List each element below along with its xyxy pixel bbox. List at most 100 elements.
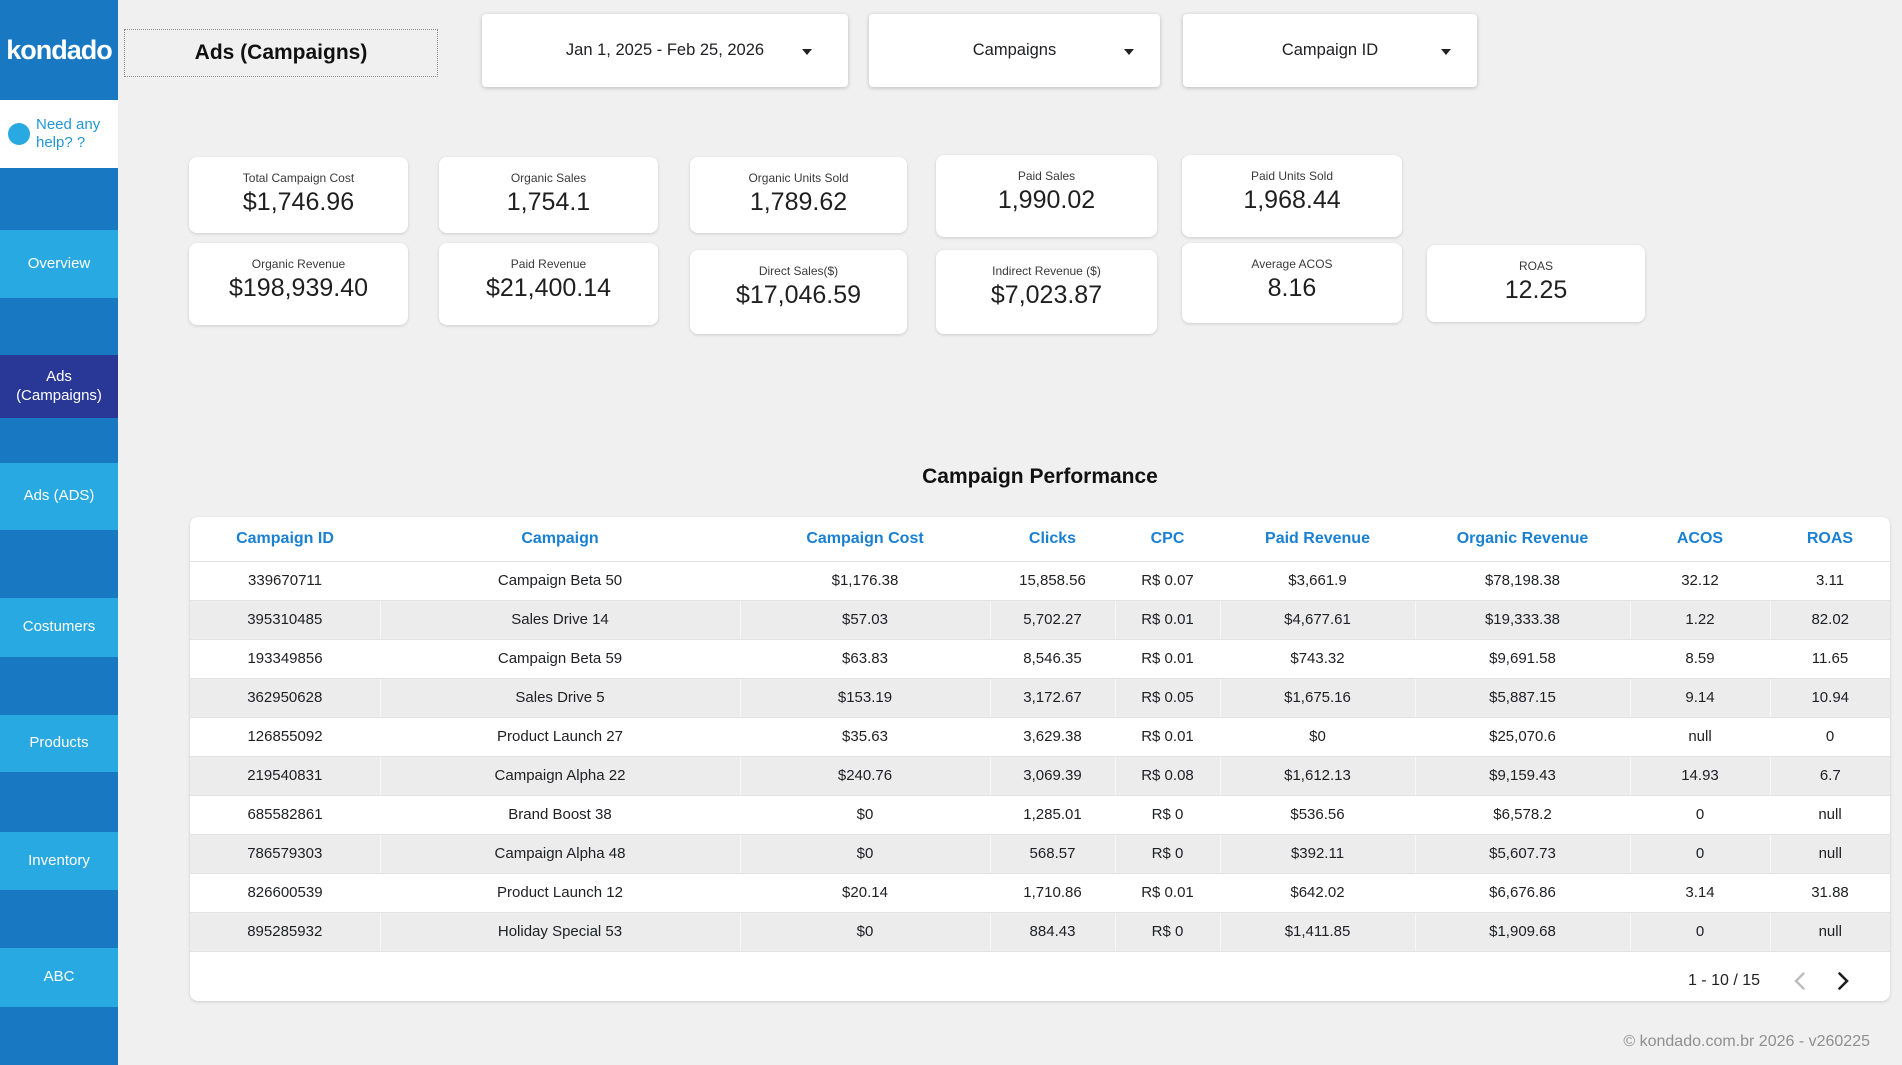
kpi-indirect-revenue: Indirect Revenue ($)$7,023.87 bbox=[936, 250, 1157, 334]
table-cell: 3.14 bbox=[1630, 873, 1770, 912]
table-cell: 685582861 bbox=[190, 795, 380, 834]
table-cell: $1,612.13 bbox=[1220, 756, 1415, 795]
kpi-direct-sales: Direct Sales($)$17,046.59 bbox=[690, 250, 907, 334]
table-cell: R$ 0.01 bbox=[1115, 717, 1220, 756]
table-cell: $743.32 bbox=[1220, 639, 1415, 678]
table-cell: 219540831 bbox=[190, 756, 380, 795]
table-cell: 826600539 bbox=[190, 873, 380, 912]
table-row: 826600539Product Launch 12$20.141,710.86… bbox=[190, 873, 1890, 912]
table-cell: Product Launch 27 bbox=[380, 717, 740, 756]
table-cell: 339670711 bbox=[190, 561, 380, 600]
table-row: 395310485Sales Drive 14$57.035,702.27R$ … bbox=[190, 600, 1890, 639]
table-cell: 0 bbox=[1630, 834, 1770, 873]
table-cell: $20.14 bbox=[740, 873, 990, 912]
kpi-organic-units-sold: Organic Units Sold1,789.62 bbox=[690, 157, 907, 233]
table-cell: $78,198.38 bbox=[1415, 561, 1630, 600]
table-cell: $6,676.86 bbox=[1415, 873, 1630, 912]
table-cell: R$ 0.01 bbox=[1115, 600, 1220, 639]
chevron-down-icon bbox=[1441, 49, 1451, 55]
column-header-organic-revenue[interactable]: Organic Revenue bbox=[1415, 517, 1630, 561]
table-cell: R$ 0.07 bbox=[1115, 561, 1220, 600]
table-cell: 8,546.35 bbox=[990, 639, 1115, 678]
column-header-roas[interactable]: ROAS bbox=[1770, 517, 1890, 561]
table-cell: $392.11 bbox=[1220, 834, 1415, 873]
table-cell: 1.22 bbox=[1630, 600, 1770, 639]
table-cell: $4,677.61 bbox=[1220, 600, 1415, 639]
table-cell: $0 bbox=[1220, 717, 1415, 756]
table-cell: $1,675.16 bbox=[1220, 678, 1415, 717]
campaign-id-value: Campaign ID bbox=[1282, 41, 1378, 60]
table-cell: R$ 0 bbox=[1115, 795, 1220, 834]
table-cell: $63.83 bbox=[740, 639, 990, 678]
table-cell: $240.76 bbox=[740, 756, 990, 795]
table-row: 193349856Campaign Beta 59$63.838,546.35R… bbox=[190, 639, 1890, 678]
kondado-logo: kondado bbox=[0, 0, 118, 100]
table-cell: $57.03 bbox=[740, 600, 990, 639]
sidebar-item-costumers[interactable]: Costumers bbox=[0, 598, 118, 657]
table-cell: 0 bbox=[1630, 795, 1770, 834]
table-cell: 568.57 bbox=[990, 834, 1115, 873]
table-cell: Campaign Alpha 22 bbox=[380, 756, 740, 795]
table-cell: 3.11 bbox=[1770, 561, 1890, 600]
table-row: 786579303Campaign Alpha 48$0568.57R$ 0$3… bbox=[190, 834, 1890, 873]
table-cell: 14.93 bbox=[1630, 756, 1770, 795]
table-cell: R$ 0.01 bbox=[1115, 873, 1220, 912]
copyright-version-label: © kondado.com.br 2026 - v260225 bbox=[1623, 1033, 1870, 1051]
column-header-campaign-id[interactable]: Campaign ID bbox=[190, 517, 380, 561]
table-cell: Sales Drive 14 bbox=[380, 600, 740, 639]
sidebar-item-ads-ads[interactable]: Ads (ADS) bbox=[0, 463, 118, 530]
table-cell: 11.65 bbox=[1770, 639, 1890, 678]
table-cell: null bbox=[1770, 795, 1890, 834]
next-page-button[interactable] bbox=[1830, 972, 1856, 990]
table-cell: $1,411.85 bbox=[1220, 912, 1415, 951]
sidebar-item-ads-campaigns[interactable]: Ads (Campaigns) bbox=[0, 355, 118, 418]
help-label: Need any help? ? bbox=[36, 116, 100, 152]
table-cell: $0 bbox=[740, 834, 990, 873]
table-body: 339670711Campaign Beta 50$1,176.3815,858… bbox=[190, 561, 1890, 951]
campaign-id-dropdown[interactable]: Campaign ID bbox=[1183, 14, 1477, 87]
table-cell: 0 bbox=[1770, 717, 1890, 756]
table-cell: $0 bbox=[740, 795, 990, 834]
table-pagination: 1 - 10 / 15 bbox=[190, 961, 1890, 1001]
chevron-down-icon bbox=[802, 49, 812, 55]
sidebar-item-inventory[interactable]: Inventory bbox=[0, 832, 118, 890]
table-cell: R$ 0 bbox=[1115, 834, 1220, 873]
page-title: Ads (Campaigns) bbox=[124, 29, 438, 77]
table-cell: $25,070.6 bbox=[1415, 717, 1630, 756]
table-cell: null bbox=[1630, 717, 1770, 756]
table-cell: 5,702.27 bbox=[990, 600, 1115, 639]
column-header-cpc[interactable]: CPC bbox=[1115, 517, 1220, 561]
table-cell: $9,159.43 bbox=[1415, 756, 1630, 795]
help-link[interactable]: Need any help? ? bbox=[0, 100, 118, 168]
dimension-dropdown[interactable]: Campaigns bbox=[869, 14, 1160, 87]
table-cell: Campaign Beta 59 bbox=[380, 639, 740, 678]
table-cell: $5,887.15 bbox=[1415, 678, 1630, 717]
table-cell: 895285932 bbox=[190, 912, 380, 951]
table-cell: $6,578.2 bbox=[1415, 795, 1630, 834]
table-cell: $0 bbox=[740, 912, 990, 951]
column-header-clicks[interactable]: Clicks bbox=[990, 517, 1115, 561]
table-title: Campaign Performance bbox=[190, 465, 1890, 489]
table-cell: null bbox=[1770, 912, 1890, 951]
table-cell: 9.14 bbox=[1630, 678, 1770, 717]
column-header-acos[interactable]: ACOS bbox=[1630, 517, 1770, 561]
kpi-organic-revenue: Organic Revenue$198,939.40 bbox=[189, 243, 408, 325]
date-range-dropdown[interactable]: Jan 1, 2025 - Feb 25, 2026 bbox=[482, 14, 848, 87]
sidebar-item-overview[interactable]: Overview bbox=[0, 230, 118, 298]
dimension-value: Campaigns bbox=[973, 41, 1056, 60]
sidebar-item-products[interactable]: Products bbox=[0, 715, 118, 772]
column-header-paid-revenue[interactable]: Paid Revenue bbox=[1220, 517, 1415, 561]
help-dot-icon bbox=[8, 123, 30, 145]
table-cell: $3,661.9 bbox=[1220, 561, 1415, 600]
sidebar: kondado Need any help? ? Overview Ads (C… bbox=[0, 0, 118, 1065]
date-range-value: Jan 1, 2025 - Feb 25, 2026 bbox=[566, 41, 764, 60]
column-header-campaign-cost[interactable]: Campaign Cost bbox=[740, 517, 990, 561]
sidebar-item-abc[interactable]: ABC bbox=[0, 948, 118, 1007]
table-row: 339670711Campaign Beta 50$1,176.3815,858… bbox=[190, 561, 1890, 600]
table-cell: 786579303 bbox=[190, 834, 380, 873]
campaign-performance-table: Campaign ID Campaign Campaign Cost Click… bbox=[190, 517, 1890, 1001]
table-cell: $19,333.38 bbox=[1415, 600, 1630, 639]
column-header-campaign[interactable]: Campaign bbox=[380, 517, 740, 561]
previous-page-button[interactable] bbox=[1786, 972, 1812, 990]
table-cell: Product Launch 12 bbox=[380, 873, 740, 912]
